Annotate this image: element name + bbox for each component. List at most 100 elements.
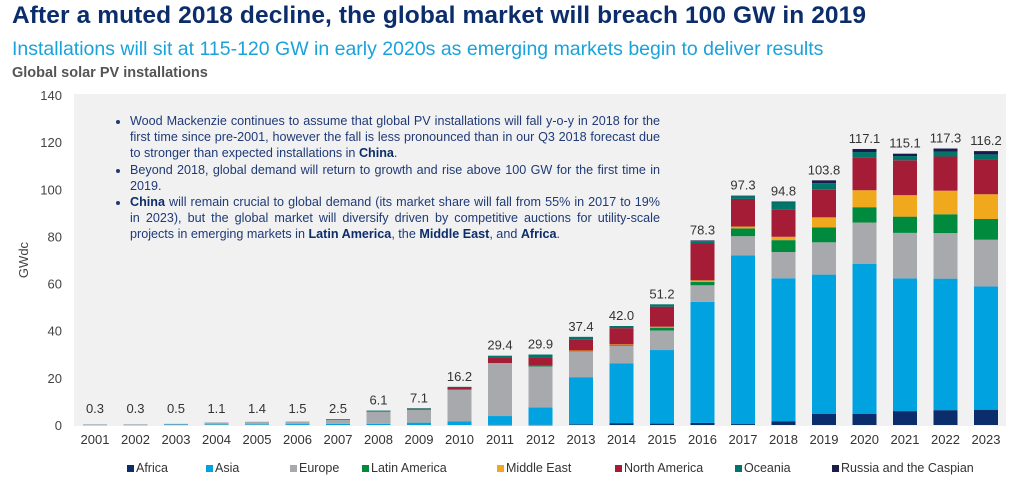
- bar-segment-north-america: [933, 156, 958, 191]
- bar-segment-middle-east: [650, 326, 674, 328]
- legend-item-north-america: North America: [615, 461, 703, 475]
- bar-segment-north-america: [609, 328, 634, 345]
- bar-segment-middle-east: [771, 236, 796, 241]
- bar-segment-latin-america: [933, 214, 958, 234]
- total-label: 1.5: [288, 401, 306, 416]
- bar-segment-latin-america: [690, 281, 715, 286]
- x-tick-label: 2004: [202, 432, 231, 447]
- legend-swatch-icon: [290, 464, 297, 472]
- legend-swatch-icon: [206, 464, 213, 472]
- bar-segment-russia-and-the-caspian: [933, 148, 958, 152]
- bar-segment-north-america: [326, 419, 350, 420]
- total-label: 0.3: [86, 401, 104, 416]
- bar-stack-2004: [204, 422, 229, 426]
- legend-item-latin-america: Latin America: [362, 461, 447, 475]
- bar-segment-asia: [123, 424, 148, 426]
- bar-segment-middle-east: [812, 217, 836, 228]
- bar-stack-2021: [893, 153, 917, 425]
- legend-swatch-icon: [832, 464, 839, 472]
- bar-segment-oceania: [893, 156, 917, 161]
- commentary-emphasis: China: [130, 195, 165, 210]
- total-label: 16.2: [447, 369, 472, 384]
- bar-segment-asia: [609, 363, 634, 424]
- bar-segment-oceania: [366, 410, 391, 412]
- bar-stack-2015: [650, 304, 674, 425]
- commentary-text: Wood Mackenzie continues to assume that …: [130, 114, 660, 161]
- bar-stack-2022: [933, 148, 958, 425]
- bar-segment-oceania: [528, 354, 553, 358]
- bar-segment-russia-and-the-caspian: [893, 153, 917, 157]
- bar-segment-oceania: [650, 304, 674, 307]
- bar-segment-north-america: [812, 189, 836, 218]
- total-label: 7.1: [410, 390, 428, 405]
- bar-segment-russia-and-the-caspian: [771, 201, 796, 203]
- bar-segment-europe: [326, 419, 350, 424]
- bar-segment-north-america: [893, 160, 917, 196]
- bar-stack-2001: [83, 424, 107, 426]
- commentary-text: .: [556, 227, 561, 242]
- legend-label: Russia and the Caspian: [841, 461, 974, 475]
- total-label: 6.1: [369, 393, 387, 408]
- x-axis: 2001 2002 2003 2004 2005 2006 2007 2008 2009 2010…: [81, 432, 1001, 447]
- commentary-emphasis: Middle East: [419, 227, 490, 242]
- bar-segment-europe: [974, 239, 998, 287]
- bar-segment-latin-america: [609, 344, 634, 346]
- total-label: 117.1: [849, 131, 881, 146]
- bar-segment-oceania: [933, 151, 958, 157]
- bar-segment-north-america: [731, 198, 755, 227]
- bar-stack-2006: [285, 421, 310, 425]
- x-tick-label: 2013: [567, 432, 596, 447]
- bar-stack-2018: [771, 201, 796, 425]
- x-tick-label: 2012: [526, 432, 555, 447]
- bar-segment-asia: [366, 423, 391, 425]
- legend-label: Oceania: [744, 461, 791, 475]
- bar-segment-north-america: [650, 306, 674, 327]
- bar-segment-europe: [366, 411, 391, 424]
- bar-stack-2013: [569, 336, 593, 425]
- commentary-bullet: China will remain crucial to global dema…: [130, 194, 660, 243]
- bar-segment-latin-america: [812, 227, 836, 243]
- x-tick-label: 2001: [81, 432, 110, 447]
- x-tick-label: 2006: [283, 432, 312, 447]
- bar-stack-2010: [447, 386, 472, 425]
- bar-segment-oceania: [488, 355, 512, 358]
- bar-segment-oceania: [771, 201, 796, 210]
- bar-segment-asia: [83, 424, 107, 426]
- bar-segment-europe: [285, 421, 310, 425]
- commentary-text: will remain crucial to global demand (it…: [130, 195, 660, 242]
- commentary-emphasis: Latin America: [308, 227, 392, 242]
- legend-swatch-icon: [497, 464, 504, 472]
- bar-segment-africa: [852, 413, 877, 425]
- total-label: 117.3: [930, 131, 962, 146]
- y-tick-label: 60: [48, 277, 62, 292]
- bar-segment-africa: [488, 424, 512, 426]
- bar-segment-oceania: [407, 408, 431, 409]
- bar-stack-2002: [123, 424, 148, 426]
- bar-stack-2023: [974, 151, 998, 425]
- bar-segment-asia: [285, 424, 310, 425]
- bar-segment-asia: [974, 286, 998, 410]
- commentary-text: , and: [489, 227, 521, 242]
- bar-segment-middle-east: [569, 350, 593, 352]
- legend-label: North America: [624, 461, 704, 475]
- x-tick-label: 2019: [810, 432, 839, 447]
- legend-item-middle-east: Middle East: [497, 461, 571, 475]
- legend-item-africa: Africa: [127, 461, 168, 475]
- x-tick-label: 2010: [445, 432, 474, 447]
- legend-item-asia: Asia: [206, 461, 239, 475]
- x-tick-label: 2018: [769, 432, 798, 447]
- bar-segment-north-america: [407, 408, 431, 410]
- bar-segment-latin-america: [893, 216, 917, 233]
- legend-swatch-icon: [735, 464, 742, 472]
- bar-segment-oceania: [974, 154, 998, 160]
- bar-stack-2014: [609, 326, 634, 425]
- y-axis: 0 20 40 60 80 100 120 140: [40, 88, 62, 433]
- commentary-text: Beyond 2018, global demand will return t…: [130, 162, 660, 193]
- bar-segment-asia: [447, 421, 472, 425]
- bar-segment-oceania: [447, 386, 472, 388]
- bar-stack-2020: [852, 148, 877, 425]
- commentary-list: Wood Mackenzie continues to assume that …: [112, 113, 660, 243]
- bar-segment-middle-east: [852, 190, 877, 208]
- bar-segment-europe: [407, 409, 431, 423]
- x-tick-label: 2007: [324, 432, 353, 447]
